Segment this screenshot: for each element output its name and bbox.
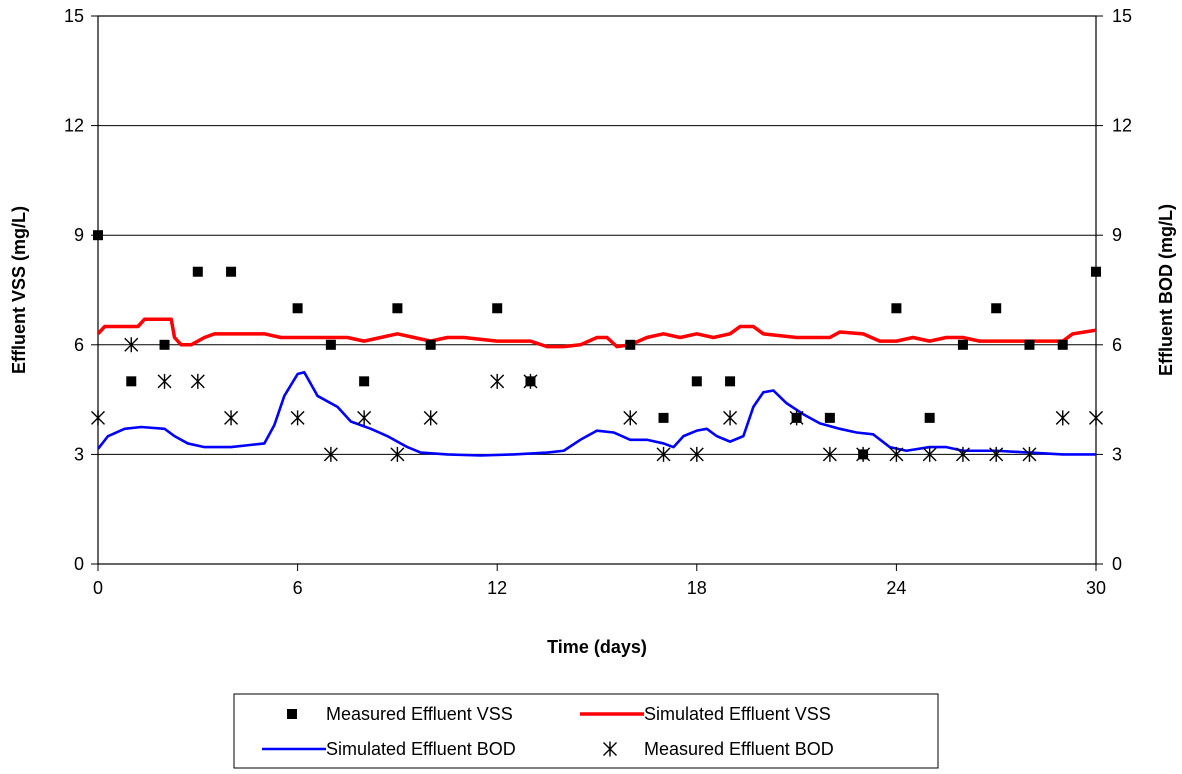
bod-point (423, 410, 438, 426)
bod-point (224, 410, 239, 426)
vss-point (425, 339, 436, 350)
legend-entry-2: Simulated Effluent BOD (262, 739, 516, 759)
plot-area (97, 15, 1097, 565)
bod-point (1055, 410, 1070, 426)
vss-point (492, 303, 503, 314)
y2-tick-label: 9 (1112, 225, 1122, 245)
vss-point (1024, 339, 1035, 350)
vss-point (126, 376, 137, 387)
bod-point (822, 446, 837, 462)
legend-label-3: Measured Effluent BOD (644, 739, 834, 759)
bod-point (157, 373, 172, 389)
x-tick-label: 30 (1086, 578, 1106, 598)
bod-point (955, 446, 970, 462)
vss-point (192, 266, 203, 277)
x-axis-title: Time (days) (547, 637, 647, 657)
series-line-2 (96, 370, 1096, 457)
bod-point (689, 446, 704, 462)
vss-point (924, 412, 935, 423)
vss-point (359, 376, 370, 387)
legend-entry-1: Simulated Effluent VSS (580, 704, 831, 724)
x-tick-label: 18 (687, 578, 707, 598)
legend-entry-0: Measured Effluent VSS (287, 704, 513, 724)
series-1 (96, 317, 1097, 349)
bod-point (856, 446, 871, 462)
vss-point (226, 266, 237, 277)
x-tick-label: 12 (487, 578, 507, 598)
legend-label-1: Simulated Effluent VSS (644, 704, 831, 724)
legend-swatch-3 (603, 741, 617, 757)
legend-label-2: Simulated Effluent BOD (326, 739, 516, 759)
legend-label-0: Measured Effluent VSS (326, 704, 513, 724)
vss-point (325, 339, 336, 350)
vss-point (1091, 266, 1101, 277)
bod-point (789, 410, 804, 426)
bod-point (290, 410, 305, 426)
bod-point (1022, 446, 1037, 462)
bod-point (989, 446, 1004, 462)
vss-point (292, 303, 303, 314)
bod-point (889, 446, 904, 462)
vss-point (891, 303, 902, 314)
bod-point (656, 446, 671, 462)
vss-point (658, 412, 669, 423)
y2-tick-label: 0 (1112, 554, 1122, 574)
y-tick-label: 0 (74, 554, 84, 574)
y-tick-label: 9 (74, 225, 84, 245)
vss-point (824, 412, 835, 423)
bod-point (124, 337, 139, 353)
series-layer (91, 230, 1103, 462)
bod-point (1089, 410, 1103, 426)
y-tick-label: 12 (64, 116, 84, 136)
y2-tick-label: 3 (1112, 444, 1122, 464)
bod-point (190, 373, 205, 389)
bod-point (723, 410, 738, 426)
vss-point (392, 303, 403, 314)
bod-point (357, 410, 372, 426)
bod-point (490, 373, 505, 389)
bod-point (922, 446, 937, 462)
vss-point (625, 339, 636, 350)
series-3 (91, 337, 1103, 462)
y-tick-label: 3 (74, 444, 84, 464)
vss-point (691, 376, 702, 387)
x-tick-label: 0 (93, 578, 103, 598)
gridlines (98, 15, 1096, 565)
bod-point (390, 446, 405, 462)
x-tick-label: 24 (886, 578, 906, 598)
bod-point (623, 410, 638, 426)
y2-tick-label: 6 (1112, 335, 1122, 355)
series-line-1 (96, 317, 1097, 349)
bod-point (91, 410, 105, 426)
y-tick-label: 6 (74, 335, 84, 355)
legend-box (233, 693, 939, 769)
vss-point (159, 339, 170, 350)
y-axis-title: Effluent VSS (mg/L) (9, 206, 29, 374)
vss-point (725, 376, 736, 387)
y2-tick-label: 12 (1112, 116, 1132, 136)
legend: Measured Effluent VSS Simulated Effluent … (233, 693, 939, 769)
legend-entry-3: Measured Effluent BOD (603, 739, 834, 759)
bod-point (323, 446, 338, 462)
y-tick-label: 15 (64, 6, 84, 26)
x-tick-label: 6 (293, 578, 303, 598)
vss-point (1057, 339, 1068, 350)
vss-point (957, 339, 968, 350)
y2-axis-title: Effluent BOD (mg/L) (1156, 204, 1176, 376)
series-2 (96, 370, 1096, 457)
bod-point (523, 373, 538, 389)
legend-swatch-0 (287, 709, 297, 719)
ticks-layer: 0 6 12 18 24 30 0 3 6 9 12 15 0 3 6 9 12 15 (64, 6, 1132, 598)
legend-items: Measured Effluent VSS Simulated Effluent … (262, 704, 834, 759)
vss-point (991, 303, 1002, 314)
y2-tick-label: 15 (1112, 6, 1132, 26)
